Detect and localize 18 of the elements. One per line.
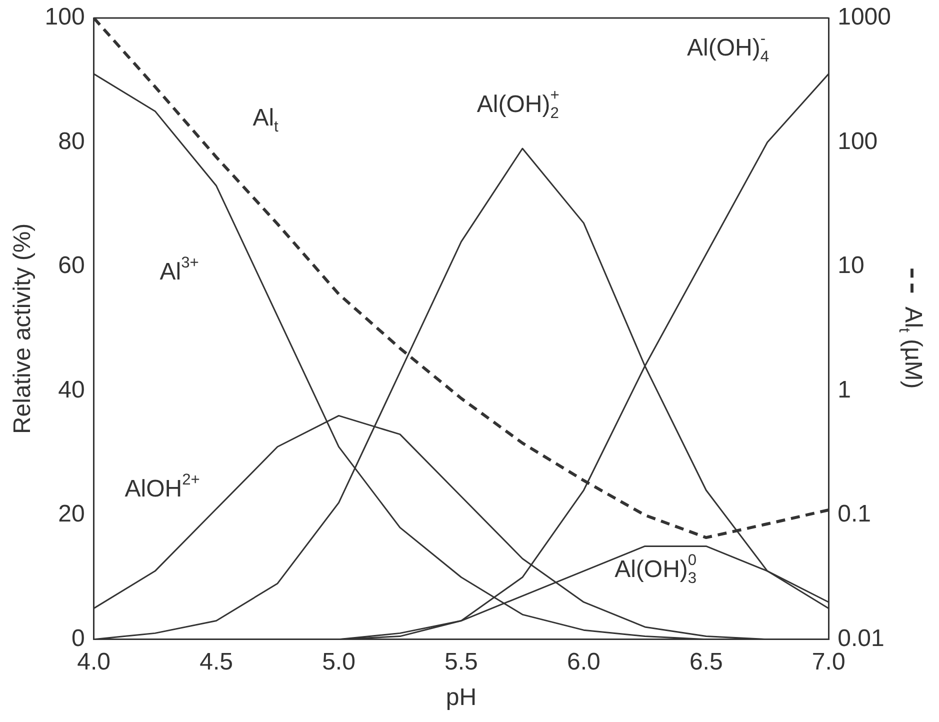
x-tick-label: 6.0 bbox=[567, 648, 600, 676]
y2-tick-label: 0.1 bbox=[838, 500, 871, 528]
y-tick-label: 60 bbox=[58, 252, 85, 280]
y2-axis-title: Alt (µM) bbox=[895, 306, 926, 389]
y-axis-title: Relative activity (%) bbox=[9, 223, 36, 434]
x-tick-label: 6.5 bbox=[689, 648, 723, 676]
y-tick-label: 20 bbox=[58, 500, 85, 528]
y-tick-label: 80 bbox=[58, 128, 85, 155]
y2-tick-label: 1000 bbox=[838, 4, 891, 31]
x-axis-title: pH bbox=[446, 684, 477, 712]
y2-tick-label: 10 bbox=[838, 252, 864, 280]
y-tick-label: 40 bbox=[58, 376, 85, 404]
y2-tick-label: 100 bbox=[838, 128, 878, 155]
x-tick-label: 5.0 bbox=[322, 648, 356, 676]
y2-tick-label: 1 bbox=[838, 376, 851, 404]
x-tick-label: 4.5 bbox=[200, 648, 233, 676]
y-tick-label: 100 bbox=[44, 4, 85, 31]
x-tick-label: 5.5 bbox=[444, 648, 478, 676]
